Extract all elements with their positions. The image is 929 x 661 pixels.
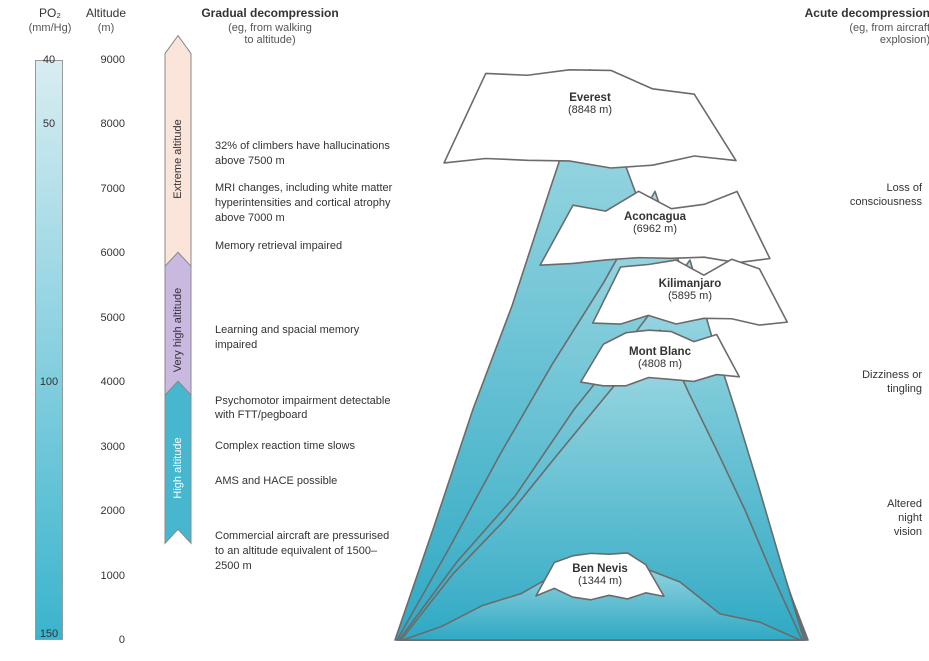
mountain-height: (5895 m)	[630, 290, 750, 302]
altitude-tick: 5000	[85, 312, 125, 324]
gradual-note: MRI changes, including white matter hype…	[215, 181, 395, 226]
po2-tick: 40	[35, 54, 63, 66]
altitude-zone-label: Very high altitude	[172, 270, 184, 390]
mountain-label: Ben Nevis(1344 m)	[540, 563, 660, 587]
po2-tick: 50	[35, 118, 63, 130]
mountain-name: Everest	[530, 92, 650, 104]
mountain-name: Kilimanjaro	[630, 278, 750, 290]
altitude-tick: 2000	[85, 505, 125, 517]
mountain-name: Ben Nevis	[540, 563, 660, 575]
mountain-height: (8848 m)	[530, 104, 650, 116]
mountain-label: Kilimanjaro(5895 m)	[630, 278, 750, 302]
mountain-height: (4808 m)	[600, 358, 720, 370]
altitude-tick: 8000	[85, 118, 125, 130]
gradual-note: AMS and HACE possible	[215, 474, 395, 489]
gradual-note: Complex reaction time slows	[215, 439, 395, 454]
mountain-label: Mont Blanc(4808 m)	[600, 346, 720, 370]
mountain-snowcap	[444, 70, 736, 168]
po2-gradient-bar	[35, 60, 63, 640]
altitude-tick: 9000	[85, 54, 125, 66]
altitude-tick: 6000	[85, 247, 125, 259]
acute-symptom-label: Dizziness or tingling	[812, 368, 922, 397]
altitude-tick: 7000	[85, 183, 125, 195]
gradual-note: Psychomotor impairment detectable with F…	[215, 394, 395, 424]
altitude-tick: 1000	[85, 570, 125, 582]
altitude-tick: 0	[85, 634, 125, 646]
gradual-note: Commercial aircraft are pressurised to a…	[215, 529, 395, 574]
altitude-zone-label: High altitude	[172, 408, 184, 528]
gradual-note: Learning and spacial memory impaired	[215, 323, 395, 353]
po2-tick: 100	[35, 376, 63, 388]
po2-tick: 150	[35, 628, 63, 640]
acute-symptom-label: Altered night vision	[812, 497, 922, 540]
altitude-zone-label: Extreme altitude	[172, 99, 184, 219]
gradual-note: 32% of climbers have hallucinations abov…	[215, 139, 395, 169]
mountain-label: Everest(8848 m)	[530, 92, 650, 116]
altitude-tick: 4000	[85, 376, 125, 388]
mountain-height: (1344 m)	[540, 575, 660, 587]
diagram-svg	[0, 0, 929, 661]
diagram-root: Symptoms vary among individuals and rate…	[0, 0, 929, 661]
mountain-height: (6962 m)	[595, 223, 715, 235]
gradual-note: Memory retrieval impaired	[215, 239, 395, 254]
altitude-tick: 3000	[85, 441, 125, 453]
mountain-name: Mont Blanc	[600, 346, 720, 358]
mountain-name: Aconcagua	[595, 211, 715, 223]
mountain-label: Aconcagua(6962 m)	[595, 211, 715, 235]
acute-symptom-label: Loss of consciousness	[812, 181, 922, 210]
